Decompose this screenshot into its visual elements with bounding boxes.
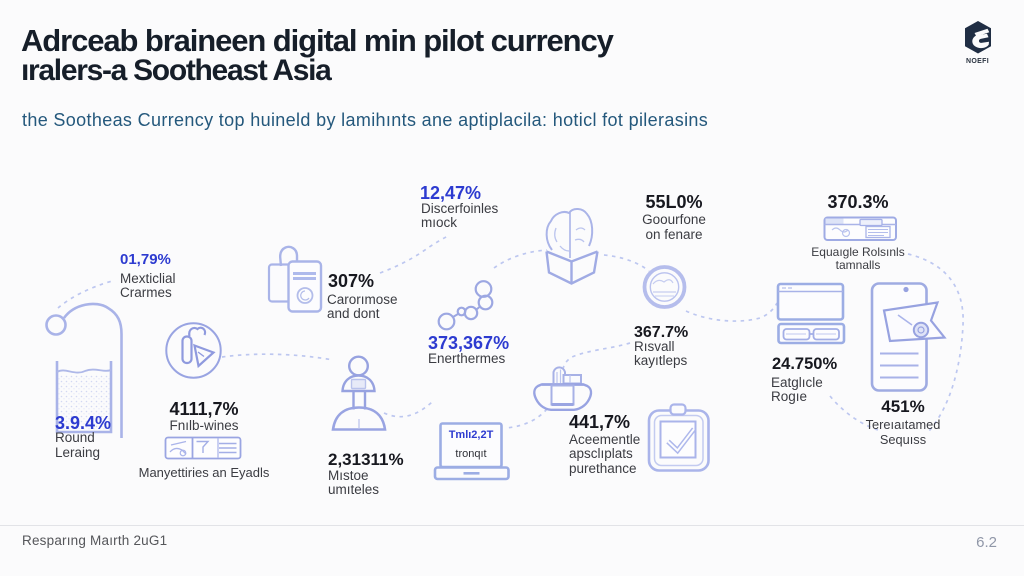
svg-text:NOEFI: NOEFI [966, 58, 989, 65]
